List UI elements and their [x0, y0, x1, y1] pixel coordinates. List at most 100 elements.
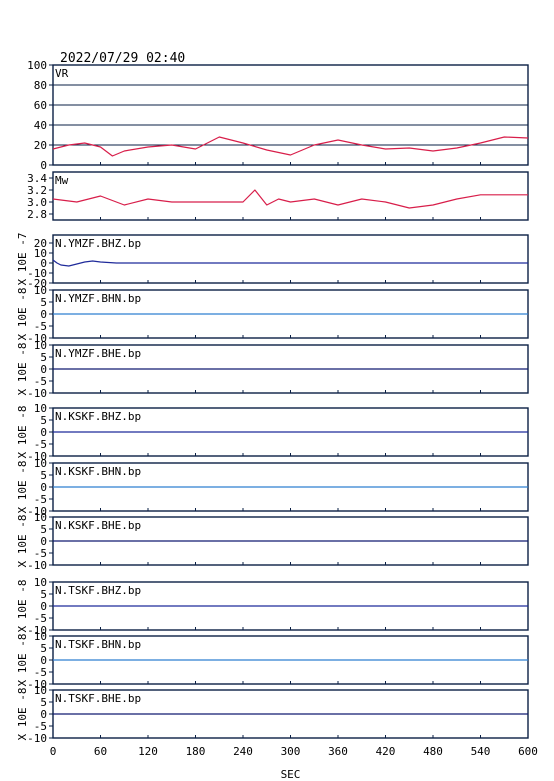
y-axis-label: X 10E -8	[16, 343, 29, 396]
y-tick-label: 5	[40, 588, 47, 601]
y-axis-label: X 10E -8	[16, 515, 29, 568]
y-tick-label: -20	[27, 277, 47, 290]
x-tick-label: 540	[471, 745, 491, 758]
y-tick-label: 20	[34, 139, 47, 152]
y-tick-label: -10	[27, 624, 47, 637]
panel-title: N.YMZF.BHE.bp	[55, 347, 141, 360]
y-axis-label: X 10E -8	[16, 634, 29, 687]
y-tick-label: 100	[27, 59, 47, 72]
panel-title: N.KSKF.BHN.bp	[55, 465, 141, 478]
y-axis-label: X 10E -8	[16, 580, 29, 633]
y-tick-label: -10	[27, 450, 47, 463]
y-tick-label: -10	[27, 678, 47, 691]
panel-title: N.TSKF.BHE.bp	[55, 692, 141, 705]
panel-VR: 0 20 40 60 80 100 VR	[27, 59, 529, 172]
y-tick-label: -5	[34, 720, 47, 733]
x-tick-label: 420	[376, 745, 396, 758]
y-tick-label: -5	[34, 493, 47, 506]
panel-title: N.YMZF.BHN.bp	[55, 292, 141, 305]
y-tick-label: -5	[34, 666, 47, 679]
y-tick-label: -5	[34, 547, 47, 560]
panel-frame	[52, 171, 529, 221]
panel-title: Mw	[55, 174, 69, 187]
x-axis-label: SEC	[281, 768, 301, 781]
y-tick-label: 80	[34, 79, 47, 92]
y-tick-label: 5	[40, 414, 47, 427]
y-tick-label: 0	[40, 600, 47, 613]
y-tick-label: 20	[34, 237, 47, 250]
y-tick-label: 5	[40, 351, 47, 364]
y-tick-label: 10	[34, 247, 47, 260]
y-tick-label: -10	[27, 732, 47, 745]
y-tick-label: 3.2	[27, 184, 47, 197]
y-tick-label: 10	[34, 402, 47, 415]
y-tick-label: 5	[40, 523, 47, 536]
y-axis-label: X 10E -8	[16, 688, 29, 741]
y-tick-label: -5	[34, 612, 47, 625]
y-tick-label: 0	[40, 535, 47, 548]
y-tick-label: -5	[34, 375, 47, 388]
panel-title: N.TSKF.BHZ.bp	[55, 584, 141, 597]
series-line-Mw	[52, 189, 528, 209]
x-tick-label: 180	[186, 745, 206, 758]
panel-Mw: 2.83.03.23.4 Mw	[27, 171, 529, 221]
x-tick-label: 360	[328, 745, 348, 758]
panel-title: VR	[55, 67, 69, 80]
x-axis: 0 60 120 180 240 300 360 420 480 540 600 SEC	[50, 745, 538, 781]
y-axis-label: X 10E -8	[16, 288, 29, 341]
y-tick-label: -10	[27, 332, 47, 345]
y-tick-label: -10	[27, 387, 47, 400]
x-tick-label: 0	[50, 745, 57, 758]
y-tick-label: 3.0	[27, 196, 47, 209]
y-tick-label: -5	[34, 438, 47, 451]
y-tick-label: 10	[34, 684, 47, 697]
x-tick-label: 300	[281, 745, 301, 758]
series-line-N.YMZF.BHZ.bp	[52, 259, 528, 267]
y-tick-label: 0	[40, 426, 47, 439]
x-tick-label: 60	[94, 745, 107, 758]
y-tick-label: 10	[34, 630, 47, 643]
y-tick-label: 0	[40, 708, 47, 721]
x-tick-label: 480	[423, 745, 443, 758]
y-tick-label: 2.8	[27, 208, 47, 221]
y-tick-label: -5	[34, 320, 47, 333]
y-tick-label: -10	[27, 559, 47, 572]
timestamp-title: 2022/07/29 02:40	[60, 51, 185, 66]
y-axis-label: X 10E -7	[16, 233, 29, 286]
y-tick-label: 5	[40, 642, 47, 655]
y-tick-label: 0	[40, 308, 47, 321]
y-tick-label: 0	[40, 363, 47, 376]
y-axis-label: X 10E -8	[16, 406, 29, 459]
y-tick-label: 10	[34, 457, 47, 470]
y-tick-label: 60	[34, 99, 47, 112]
y-tick-label: -10	[27, 505, 47, 518]
panel-frame	[52, 64, 529, 166]
y-tick-label: 5	[40, 296, 47, 309]
y-tick-label: 10	[34, 284, 47, 297]
y-tick-label: 5	[40, 469, 47, 482]
x-tick-label: 600	[518, 745, 538, 758]
y-tick-label: -10	[27, 267, 47, 280]
x-tick-label: 120	[138, 745, 158, 758]
x-tick-label: 240	[233, 745, 253, 758]
y-tick-label: 10	[34, 576, 47, 589]
y-tick-label: 0	[40, 481, 47, 494]
y-tick-label: 40	[34, 119, 47, 132]
series-line-VR	[52, 136, 529, 157]
y-tick-label: 0	[40, 654, 47, 667]
y-tick-label: 10	[34, 339, 47, 352]
y-tick-label: 3.4	[27, 172, 47, 185]
panel-title: N.TSKF.BHN.bp	[55, 638, 141, 651]
y-tick-label: 5	[40, 696, 47, 709]
